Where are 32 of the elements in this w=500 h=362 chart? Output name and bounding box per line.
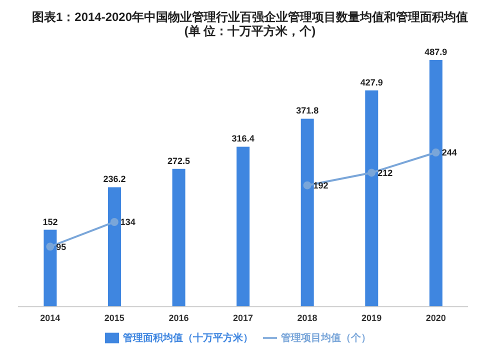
data-label: 487.9 xyxy=(424,47,448,57)
x-tick-label: 2020 xyxy=(426,313,446,324)
bar xyxy=(236,146,250,307)
data-label: 371.8 xyxy=(296,106,319,116)
data-label: 427.9 xyxy=(360,77,383,88)
x-tick-label: 2016 xyxy=(168,313,189,324)
x-tick-label: 2018 xyxy=(297,313,318,324)
bar xyxy=(108,187,121,307)
point xyxy=(303,181,312,190)
point xyxy=(368,168,376,177)
chart-title: 图表1：2014-2020年中国物业管理行业百强企业管理项目数量均值和管理面积均值(单 位：十万平方米，个) xyxy=(30,9,470,40)
legend-label: 管理面积均值（十万平方米） xyxy=(123,332,253,344)
bar xyxy=(172,168,186,307)
data-label: 152 xyxy=(42,216,58,227)
bar xyxy=(44,230,57,307)
data-label: 134 xyxy=(120,217,136,228)
point xyxy=(432,148,440,156)
data-label: 272.5 xyxy=(168,156,190,166)
data-label: 95 xyxy=(56,242,66,252)
x-tick-label: 2019 xyxy=(362,313,382,324)
x-tick-label: 2017 xyxy=(232,313,254,324)
point xyxy=(110,218,118,226)
point xyxy=(46,242,54,251)
x-tick-label: 2015 xyxy=(104,313,124,324)
data-label: 236.2 xyxy=(103,174,126,184)
bar xyxy=(365,90,378,307)
data-label: 316.4 xyxy=(232,134,254,144)
data-label: 212 xyxy=(378,168,393,178)
bar xyxy=(429,60,442,307)
bar xyxy=(300,118,314,307)
x-tick-label: 2014 xyxy=(40,313,60,324)
legend-label: 管理项目均值（个） xyxy=(281,332,371,344)
